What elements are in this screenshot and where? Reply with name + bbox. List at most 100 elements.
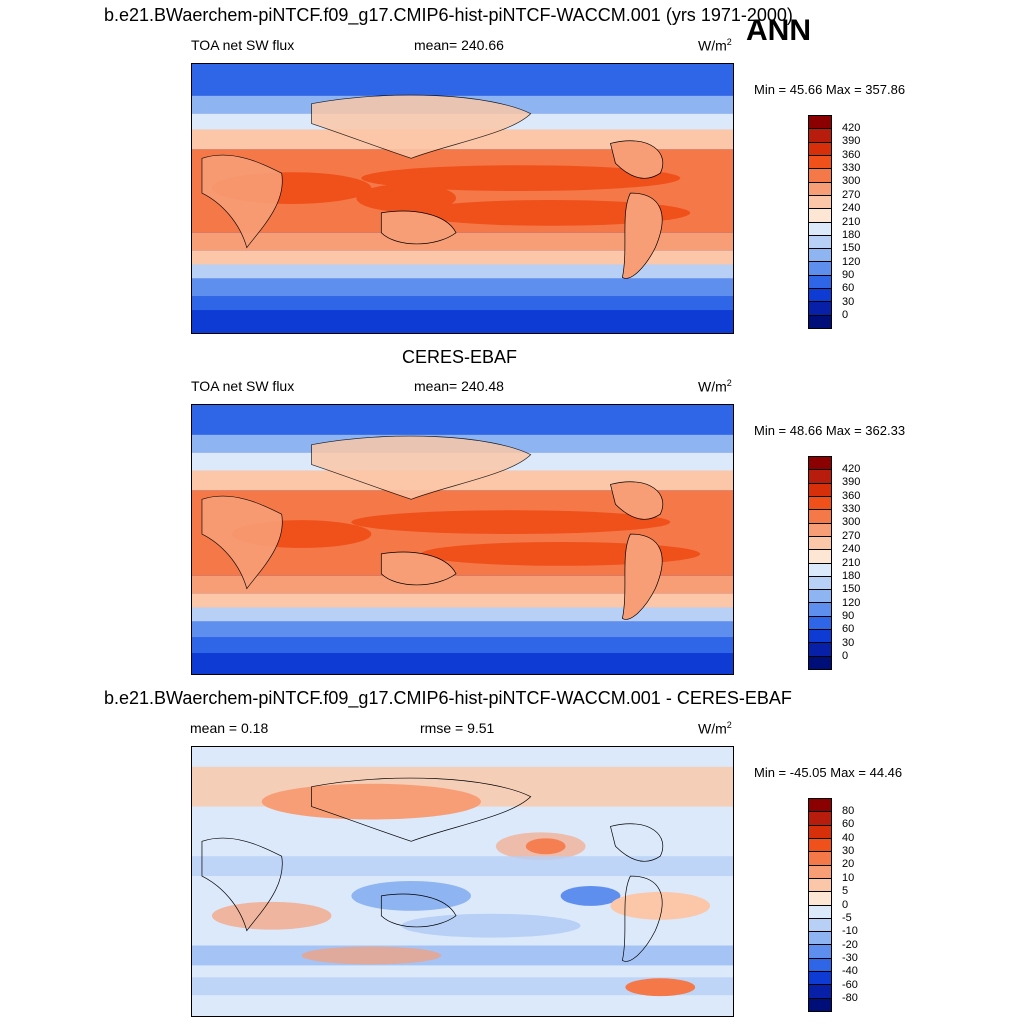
colorbar-level-label: 90 <box>842 610 855 622</box>
colorbar-swatch <box>809 275 831 290</box>
colorbar-level-label: 0 <box>842 309 849 322</box>
colorbar-swatch <box>809 945 831 959</box>
colorbar-level-label: 420 <box>842 121 861 134</box>
colorbar-swatch <box>809 470 831 484</box>
colorbar-level-label: 0 <box>842 898 849 911</box>
panel-diff-minmax: Min = -45.05 Max = 44.46 <box>754 765 903 780</box>
season-label: ANN <box>746 14 811 47</box>
colorbar-level-label: 20 <box>842 858 855 871</box>
colorbar-swatch <box>809 616 831 631</box>
colorbar-swatch <box>809 905 831 919</box>
colorbar-level-label: -10 <box>842 925 858 938</box>
colorbar-swatch <box>809 799 831 813</box>
colorbar-swatch <box>809 496 831 511</box>
panel-model-minmax: Min = 45.66 Max = 357.86 <box>754 82 906 97</box>
panel-obs-title: CERES-EBAF <box>402 347 518 367</box>
colorbar-swatch <box>809 249 831 263</box>
colorbar-level-label: 10 <box>842 871 855 884</box>
panel-diff-units: W/m2 <box>698 720 732 737</box>
colorbar-swatch <box>809 932 831 946</box>
colorbar-level-label: 180 <box>842 569 861 582</box>
colorbar-level-label: 30 <box>842 845 855 857</box>
colorbar-level-label: -40 <box>842 965 858 978</box>
colorbar-swatch <box>809 195 831 210</box>
colorbar-level-label: 210 <box>842 556 861 569</box>
colorbar-level-label: 330 <box>842 503 861 515</box>
colorbar-swatch <box>809 825 831 839</box>
diff-sw-flux-field <box>192 747 733 1016</box>
colorbar-swatch <box>809 550 831 564</box>
panel-diff-title: b.e21.BWaerchem-piNTCF.f09_g17.CMIP6-his… <box>104 688 792 708</box>
colorbar-swatch <box>809 878 831 893</box>
colorbar-swatch <box>809 656 831 669</box>
colorbar-level-label: 360 <box>842 489 861 502</box>
model-sw-flux-field <box>192 64 733 333</box>
colorbar-level-label: 420 <box>842 462 861 475</box>
colorbar-swatch <box>809 563 831 577</box>
colorbar-swatch <box>809 222 831 236</box>
panel-obs-map <box>191 404 734 675</box>
colorbar-swatch <box>809 209 831 223</box>
panel-diff-rmse: rmse = 9.51 <box>420 720 495 736</box>
colorbar-swatch <box>809 643 831 657</box>
colorbar-swatch <box>809 838 831 853</box>
colorbar-swatch <box>809 985 831 999</box>
colorbar-level-label: -30 <box>842 952 858 964</box>
colorbar-swatch <box>809 510 831 524</box>
colorbar-level-label: 240 <box>842 202 861 215</box>
colorbar-swatch <box>809 182 831 196</box>
colorbar-level-label: 30 <box>842 295 855 308</box>
colorbar-swatch <box>809 169 831 183</box>
colorbar-swatch <box>809 235 831 250</box>
colorbar-swatch <box>809 142 831 156</box>
colorbar-level-label: 270 <box>842 188 861 201</box>
colorbar-level-label: 40 <box>842 831 855 844</box>
colorbar-level-label: 300 <box>842 175 861 188</box>
colorbar-level-label: 390 <box>842 135 861 148</box>
colorbar-swatch <box>809 865 831 879</box>
colorbar-level-label: 0 <box>842 650 849 663</box>
colorbar-level-label: 150 <box>842 583 861 596</box>
panel-diff-colorbar <box>808 798 832 1012</box>
colorbar-level-label: 180 <box>842 228 861 241</box>
panel-model-mean: mean= 240.66 <box>414 37 504 53</box>
panel-obs-minmax: Min = 48.66 Max = 362.33 <box>754 423 906 438</box>
colorbar-swatch <box>809 483 831 497</box>
colorbar-swatch <box>809 972 831 986</box>
colorbar-level-label: 210 <box>842 215 861 228</box>
colorbar-swatch <box>809 302 831 316</box>
colorbar-level-label: 120 <box>842 596 861 609</box>
panel-obs-colorbar <box>808 456 832 670</box>
panel-diff-map <box>191 746 734 1017</box>
colorbar-swatch <box>809 315 831 328</box>
colorbar-swatch <box>809 603 831 617</box>
colorbar-swatch <box>809 457 831 471</box>
panel-model-left-label: TOA net SW flux <box>191 37 295 53</box>
colorbar-level-label: -5 <box>842 911 852 924</box>
colorbar-level-label: 390 <box>842 476 861 489</box>
colorbar-level-label: 90 <box>842 269 855 281</box>
colorbar-swatch <box>809 892 831 906</box>
colorbar-level-label: 60 <box>842 818 855 831</box>
panel-diff-mean: mean = 0.18 <box>190 720 269 736</box>
main-title: b.e21.BWaerchem-piNTCF.f09_g17.CMIP6-his… <box>104 5 793 25</box>
colorbar-swatch <box>809 852 831 866</box>
colorbar-swatch <box>809 536 831 551</box>
colorbar-level-label: 270 <box>842 529 861 542</box>
panel-obs-left-label: TOA net SW flux <box>191 378 295 394</box>
colorbar-level-label: 360 <box>842 148 861 161</box>
panel-obs-mean: mean= 240.48 <box>414 378 504 394</box>
colorbar-swatch <box>809 289 831 303</box>
panel-model-map <box>191 63 734 334</box>
colorbar-level-label: 300 <box>842 516 861 529</box>
colorbar-level-label: 150 <box>842 242 861 255</box>
colorbar-level-label: 5 <box>842 885 849 898</box>
colorbar-swatch <box>809 523 831 537</box>
colorbar-level-label: -80 <box>842 992 858 1005</box>
colorbar-swatch <box>809 812 831 826</box>
colorbar-swatch <box>809 998 831 1011</box>
colorbar-swatch <box>809 630 831 644</box>
colorbar-swatch <box>809 576 831 591</box>
colorbar-swatch <box>809 129 831 143</box>
colorbar-swatch <box>809 262 831 276</box>
